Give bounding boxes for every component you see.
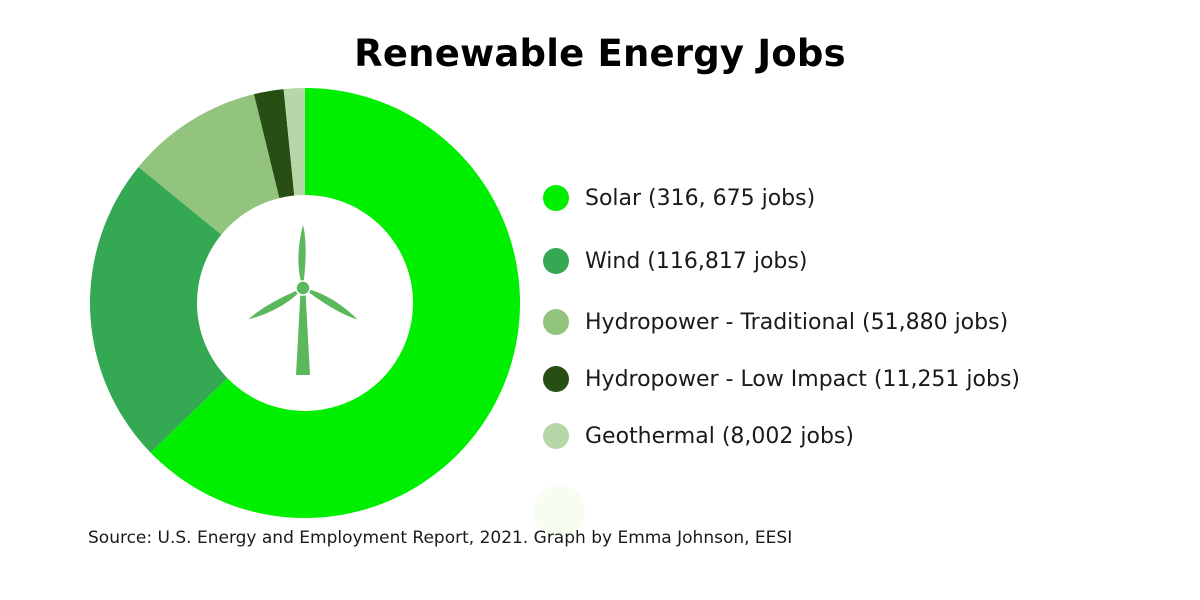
chart-title: Renewable Energy Jobs (354, 32, 846, 75)
legend-label-hydropower-low-impact: Hydropower - Low Impact (11,251 jobs) (585, 366, 1021, 392)
legend-label-geothermal: Geothermal (8,002 jobs) (585, 423, 854, 449)
legend-label-wind: Wind (116,817 jobs) (585, 248, 808, 274)
slice-hydropower-traditional (138, 94, 280, 235)
source-note: Source: U.S. Energy and Employment Repor… (88, 528, 793, 548)
wind-turbine-icon (248, 225, 358, 375)
donut-slices (89, 88, 520, 518)
slice-hydropower-low-impact (253, 89, 295, 199)
legend-item-hydropower-traditional: Hydropower - Traditional (51,880 jobs) (543, 302, 1008, 342)
legend-label-solar: Solar (316, 675 jobs) (585, 185, 816, 211)
legend-swatch-hydropower-low-impact (543, 366, 569, 392)
decorative-dot (533, 485, 585, 537)
legend-swatch-solar (543, 185, 569, 211)
legend-item-solar: Solar (316, 675 jobs) (543, 178, 815, 218)
legend-item-hydropower-low-impact: Hydropower - Low Impact (11,251 jobs) (543, 359, 1020, 399)
legend-swatch-geothermal (543, 423, 569, 449)
slice-solar (150, 88, 520, 518)
slice-geothermal (283, 88, 305, 196)
legend-label-hydropower-traditional: Hydropower - Traditional (51,880 jobs) (585, 309, 1009, 335)
legend-swatch-hydropower-traditional (543, 309, 569, 335)
legend-swatch-wind (543, 248, 569, 274)
legend-item-geothermal: Geothermal (8,002 jobs) (543, 416, 854, 456)
legend-item-wind: Wind (116,817 jobs) (543, 241, 807, 281)
slice-wind (89, 166, 228, 453)
